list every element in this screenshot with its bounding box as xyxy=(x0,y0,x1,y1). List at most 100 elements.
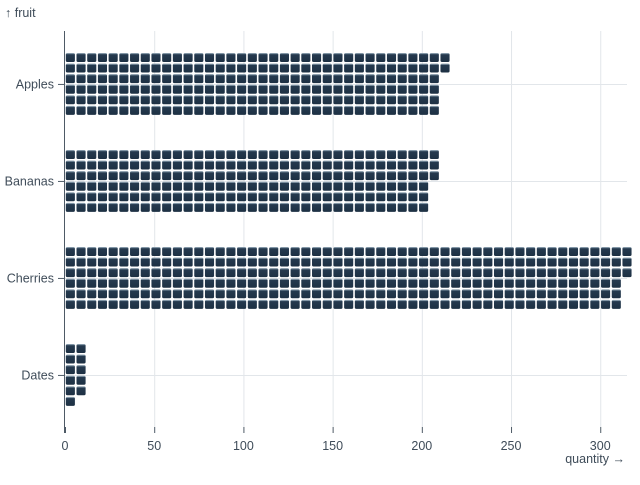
waffle-cell xyxy=(344,257,354,267)
waffle-cell xyxy=(376,268,386,278)
waffle-cell xyxy=(419,171,429,181)
waffle-cell xyxy=(579,278,589,288)
waffle-cell xyxy=(451,268,461,278)
waffle-cell xyxy=(226,150,236,159)
waffle-cell xyxy=(483,299,493,309)
waffle-cell xyxy=(408,257,418,267)
waffle-cell xyxy=(386,257,397,267)
waffle-cell xyxy=(419,84,429,94)
waffle-cell xyxy=(579,289,589,299)
waffle-cell xyxy=(258,299,268,309)
waffle-cell xyxy=(162,150,172,159)
waffle-cell xyxy=(344,84,354,94)
waffle-cell xyxy=(108,160,118,170)
waffle-cell xyxy=(344,181,354,191)
waffle-cell xyxy=(461,299,471,309)
waffle-cell xyxy=(226,74,236,84)
waffle-cell xyxy=(408,105,418,115)
waffle-cell xyxy=(568,299,579,309)
waffle-cell xyxy=(65,354,75,364)
waffle-cell xyxy=(87,74,97,84)
waffle-cell xyxy=(194,105,204,115)
waffle-cell xyxy=(408,181,418,191)
waffle-cell xyxy=(247,63,257,73)
waffle-cell xyxy=(183,53,193,62)
waffle-cell xyxy=(162,289,172,299)
waffle-cell xyxy=(547,257,557,267)
waffle-cell xyxy=(301,289,311,299)
waffle-cell xyxy=(76,365,86,375)
waffle-cell xyxy=(65,278,75,288)
waffle-cell xyxy=(269,181,279,191)
x-tick-label: 50 xyxy=(147,439,161,453)
waffle-cell xyxy=(97,202,108,212)
waffle-cell xyxy=(97,289,108,299)
waffle-cell xyxy=(204,299,215,309)
waffle-cell xyxy=(247,247,257,256)
waffle-cell xyxy=(65,365,75,375)
waffle-cell xyxy=(87,53,97,62)
waffle-cell xyxy=(312,150,322,159)
waffle-cell xyxy=(65,63,75,73)
waffle-cell xyxy=(172,192,182,202)
waffle-cell xyxy=(97,95,108,105)
waffle-cell xyxy=(312,181,322,191)
waffle-cell xyxy=(130,278,140,288)
waffle-cell xyxy=(429,95,439,105)
waffle-cell xyxy=(333,74,343,84)
waffle-cell xyxy=(397,202,407,212)
waffle-cell xyxy=(290,289,300,299)
waffle-cell xyxy=(247,181,257,191)
waffle-cell xyxy=(376,63,386,73)
waffle-cell xyxy=(333,268,343,278)
waffle-cell xyxy=(451,299,461,309)
waffle-cell xyxy=(204,171,215,181)
waffle-cell xyxy=(301,160,311,170)
waffle-cell xyxy=(269,278,279,288)
waffle-cell xyxy=(354,74,364,84)
waffle-cell xyxy=(119,299,129,309)
waffle-cell xyxy=(515,257,525,267)
waffle-cell xyxy=(130,202,140,212)
waffle-cell xyxy=(237,171,247,181)
waffle-cell xyxy=(76,105,86,115)
waffle-bar-cherries xyxy=(65,247,632,309)
waffle-cell xyxy=(365,299,375,309)
waffle-cell xyxy=(226,192,236,202)
waffle-cell xyxy=(108,74,118,84)
waffle-cell xyxy=(526,257,536,267)
waffle-cell xyxy=(333,95,343,105)
waffle-cell xyxy=(333,53,343,62)
waffle-cell xyxy=(312,247,322,256)
waffle-cell xyxy=(301,63,311,73)
waffle-cell xyxy=(354,171,364,181)
waffle-cell xyxy=(130,192,140,202)
waffle-cell xyxy=(269,95,279,105)
waffle-cell xyxy=(140,278,150,288)
waffle-cell xyxy=(344,299,354,309)
waffle-cell xyxy=(258,247,268,256)
waffle-cell xyxy=(215,74,225,84)
waffle-cell xyxy=(344,289,354,299)
waffle-cell xyxy=(204,74,215,84)
waffle-cell xyxy=(215,257,225,267)
waffle-cell xyxy=(65,268,75,278)
waffle-cell xyxy=(76,375,86,385)
waffle-cell xyxy=(322,63,332,73)
waffle-cell xyxy=(194,257,204,267)
waffle-cell xyxy=(258,278,268,288)
waffle-cell xyxy=(354,289,364,299)
waffle-cell xyxy=(247,299,257,309)
waffle-cell xyxy=(130,299,140,309)
waffle-cell xyxy=(97,105,108,115)
waffle-cell xyxy=(65,160,75,170)
waffle-cell xyxy=(215,289,225,299)
waffle-cell xyxy=(515,278,525,288)
waffle-cell xyxy=(140,105,150,115)
waffle-cell xyxy=(451,289,461,299)
waffle-cell xyxy=(183,95,193,105)
waffle-cell xyxy=(558,278,568,288)
waffle-cell xyxy=(194,84,204,94)
waffle-cell xyxy=(65,74,75,84)
